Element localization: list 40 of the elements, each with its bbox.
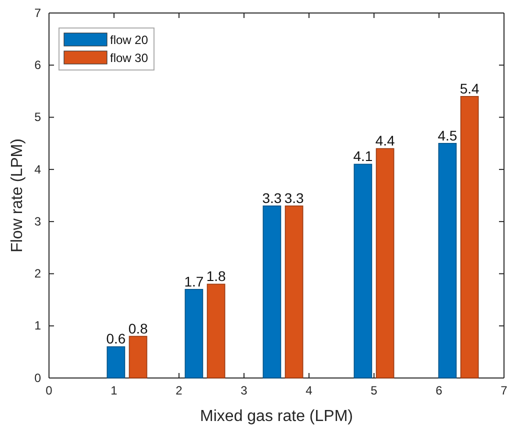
x-tick-label: 0 (46, 384, 53, 398)
bar (438, 142, 457, 378)
data-label: 0.6 (106, 330, 126, 347)
x-tick-label: 4 (306, 384, 313, 398)
y-tick-label: 7 (34, 6, 42, 20)
bar (106, 346, 126, 378)
data-label: 5.4 (460, 80, 480, 96)
bar (128, 336, 148, 378)
x-tick-label: 5 (370, 384, 378, 398)
x-tick-label: 6 (436, 384, 443, 398)
y-tick-label: 1 (34, 318, 42, 333)
data-label: 4.5 (438, 127, 458, 144)
y-tick-label: 6 (34, 58, 42, 72)
data-label: 3.3 (262, 190, 282, 206)
x-axis-title: Mixed gas rate (LPM) (200, 408, 353, 425)
y-tick-label: 4 (34, 162, 42, 176)
x-tick-label: 2 (176, 384, 183, 398)
bar (206, 284, 226, 378)
y-axis-title: Flow rate (LPM) (9, 138, 26, 252)
data-label: 1.7 (184, 273, 204, 290)
x-tick-label: 7 (500, 384, 508, 398)
data-label: 3.3 (284, 190, 304, 206)
bar (262, 206, 282, 378)
data-label: 1.8 (206, 268, 226, 284)
data-label: 4.4 (375, 132, 395, 149)
data-label: 4.1 (353, 148, 373, 164)
bar (284, 206, 304, 378)
y-tick-label: 2 (34, 266, 42, 281)
legend-label: flow 20 (110, 33, 148, 47)
y-tick-label: 0 (34, 370, 42, 385)
bar (184, 288, 204, 378)
bar (376, 148, 394, 378)
y-tick-label: 5 (34, 110, 42, 124)
bar (354, 164, 372, 378)
legend-label: flow 30 (110, 51, 148, 65)
y-tick-label: 3 (34, 214, 42, 228)
data-label: 0.8 (128, 320, 148, 336)
x-tick-label: 3 (240, 384, 248, 398)
x-tick-label: 1 (110, 384, 118, 398)
bar (460, 96, 479, 378)
